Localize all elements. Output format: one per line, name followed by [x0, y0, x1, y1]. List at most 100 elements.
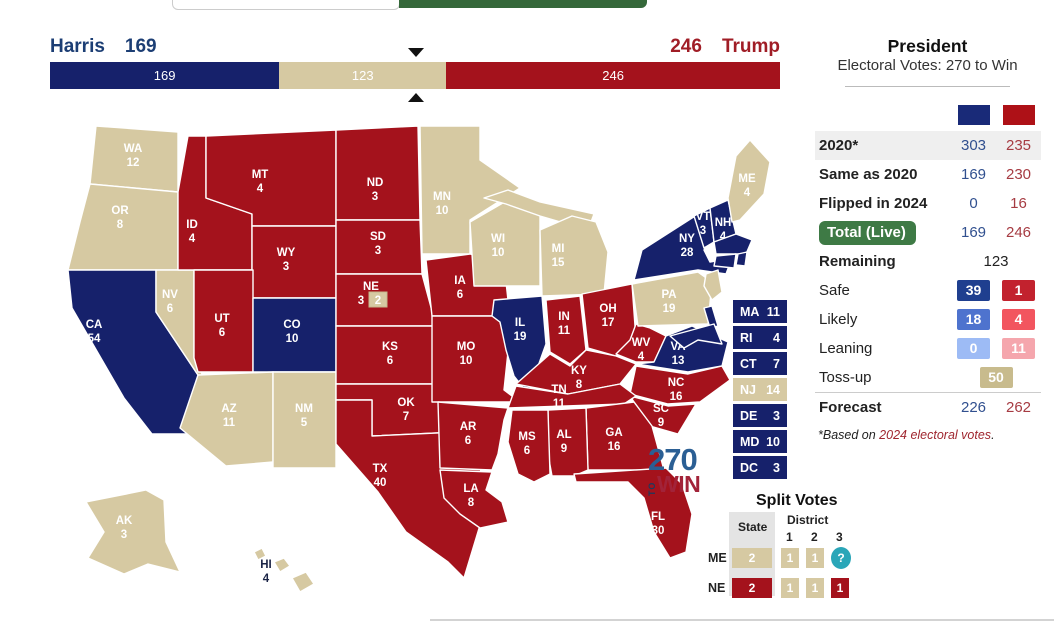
logo-to: TO: [647, 481, 657, 496]
state-FL[interactable]: FL 30: [573, 467, 693, 559]
us-electoral-map[interactable]: WA 12 OR 8 CA 54 NV 6 ID 4 MT 4 WY 3 UT 6 CO 10 AZ 11 NM 5 ND 3…: [28, 100, 773, 623]
sidebar-rep-value: 16: [1010, 195, 1027, 212]
state-label-PA: PA 19: [661, 289, 676, 315]
state-AZ[interactable]: AZ 11: [179, 371, 274, 467]
state-WI[interactable]: WI 10: [469, 199, 541, 287]
state-SD[interactable]: SD 3: [335, 219, 423, 275]
bar-segment-dem: 169: [50, 62, 280, 89]
split-ME-state[interactable]: 2: [732, 548, 772, 568]
small-state-box-DC[interactable]: DC 3: [733, 456, 787, 479]
small-state-box-RI[interactable]: RI 4: [733, 326, 787, 349]
state-IN[interactable]: IN 11: [545, 295, 587, 365]
sidebar-rep-value: 1: [996, 280, 1041, 301]
split-NE-district-3[interactable]: 1: [831, 578, 849, 598]
state-NE[interactable]: NE 3 2: [335, 273, 437, 327]
state-label-NV: NV 6: [162, 289, 178, 315]
bar-segment-rep: 246: [446, 62, 780, 89]
small-state-abbr: RI: [740, 330, 753, 345]
state-label-AL: AL 9: [556, 429, 571, 455]
split-votes-district-col-1: 1: [786, 530, 793, 544]
state-label-IN: IN 11: [558, 311, 571, 337]
state-MA[interactable]: [713, 233, 753, 255]
footnote-link[interactable]: 2024 electoral votes: [879, 428, 992, 442]
state-OR[interactable]: OR 8: [67, 183, 179, 271]
top-cropped-dropdown[interactable]: [172, 0, 400, 10]
state-label-FL: FL 30: [651, 511, 665, 537]
state-ME[interactable]: ME 4: [727, 139, 771, 223]
trump-total: 246: [670, 36, 702, 57]
state-NJ[interactable]: [703, 269, 723, 301]
small-state-box-DE[interactable]: DE 3: [733, 404, 787, 427]
total-live-pill: Total (Live): [819, 220, 916, 245]
sidebar-row-label: Toss-up: [819, 369, 872, 386]
small-state-box-column: MA 11 RI 4 CT 7 NJ 14 DE 3 MD 10 DC 3: [733, 300, 787, 482]
state-SC[interactable]: SC 9: [629, 395, 697, 435]
state-VT[interactable]: VT 3: [693, 207, 715, 249]
state-label-AK: AK 3: [116, 515, 133, 541]
state-KY[interactable]: KY 8: [515, 349, 637, 395]
state-label-KS: KS 6: [382, 341, 398, 367]
sidebar-swatch-row: [815, 102, 1041, 131]
rep-swatch: [1002, 104, 1035, 125]
split-votes-state-header: State: [738, 520, 768, 534]
state-MN[interactable]: MN 10: [419, 125, 521, 255]
split-ME-district-3[interactable]: ?: [831, 547, 851, 569]
split-ME-district-1[interactable]: 1: [781, 548, 799, 568]
harris-header: Harris 169: [50, 36, 157, 58]
state-AR[interactable]: AR 6: [437, 401, 509, 471]
state-NM[interactable]: NM 5: [272, 371, 337, 469]
small-state-box-NJ[interactable]: NJ 14: [733, 378, 787, 401]
state-CT[interactable]: [713, 253, 737, 269]
state-PA[interactable]: PA 19: [631, 271, 713, 327]
sidebar-dem-value: 0: [951, 338, 996, 359]
small-state-box-MA[interactable]: MA 11: [733, 300, 787, 323]
small-state-abbr: MD: [740, 434, 760, 449]
state-MI[interactable]: MI 15: [483, 189, 609, 297]
ne-district2-box[interactable]: [368, 291, 388, 308]
state-WA[interactable]: WA 12: [89, 125, 179, 193]
state-label-AR: AR 6: [460, 421, 477, 447]
state-LA[interactable]: LA 8: [439, 469, 509, 529]
state-WV[interactable]: WV 4: [615, 323, 667, 363]
state-label-WI: WI 10: [491, 233, 505, 259]
tossup-badge: 50: [979, 367, 1013, 388]
state-ND[interactable]: ND 3: [335, 125, 421, 221]
sidebar-footnote: *Based on 2024 electoral votes.: [818, 428, 995, 442]
top-cropped-button[interactable]: [399, 0, 647, 8]
state-HI[interactable]: HI 4: [253, 547, 315, 593]
state-label-VT: VT 3: [696, 211, 711, 237]
state-UT[interactable]: UT 6: [193, 269, 254, 373]
small-state-box-CT[interactable]: CT 7: [733, 352, 787, 375]
sidebar-subtitle: Electoral Votes: 270 to Win: [837, 57, 1018, 74]
split-ME-district-2[interactable]: 1: [806, 548, 824, 568]
state-label-MN: MN 10: [433, 191, 451, 217]
state-MD[interactable]: [669, 323, 723, 349]
sidebar-dem-value: 169: [960, 166, 987, 183]
state-CO[interactable]: CO 10: [252, 297, 337, 373]
split-votes-district-header: District: [787, 513, 829, 527]
state-KS[interactable]: KS 6: [335, 325, 441, 385]
split-votes-title: Split Votes: [756, 492, 838, 509]
state-RI[interactable]: [735, 251, 748, 267]
state-label-SD: SD 3: [370, 231, 386, 257]
split-NE-district-1[interactable]: 1: [781, 578, 799, 598]
state-AK[interactable]: AK 3: [85, 489, 181, 575]
state-label-MS: MS 6: [518, 431, 536, 457]
safe-rep-badge: 1: [1002, 280, 1035, 301]
small-state-abbr: DC: [740, 460, 759, 475]
state-MS[interactable]: MS 6: [507, 409, 551, 483]
dem-swatch: [957, 104, 990, 125]
sidebar-rep-value: 230: [1005, 166, 1032, 183]
bar-segment-tossup: 123: [279, 62, 447, 89]
state-label-GA: GA 16: [605, 427, 622, 453]
small-state-box-MD[interactable]: MD 10: [733, 430, 787, 453]
state-OH[interactable]: OH 17: [581, 283, 637, 357]
state-WY[interactable]: WY 3: [251, 225, 337, 299]
state-NC[interactable]: NC 16: [629, 365, 731, 405]
small-state-ev: 4: [773, 330, 780, 345]
sidebar-dem-value: 169: [960, 224, 987, 241]
state-AL[interactable]: AL 9: [547, 407, 589, 477]
state-DE[interactable]: [703, 305, 719, 329]
split-NE-state[interactable]: 2: [732, 578, 772, 598]
split-NE-district-2[interactable]: 1: [806, 578, 824, 598]
